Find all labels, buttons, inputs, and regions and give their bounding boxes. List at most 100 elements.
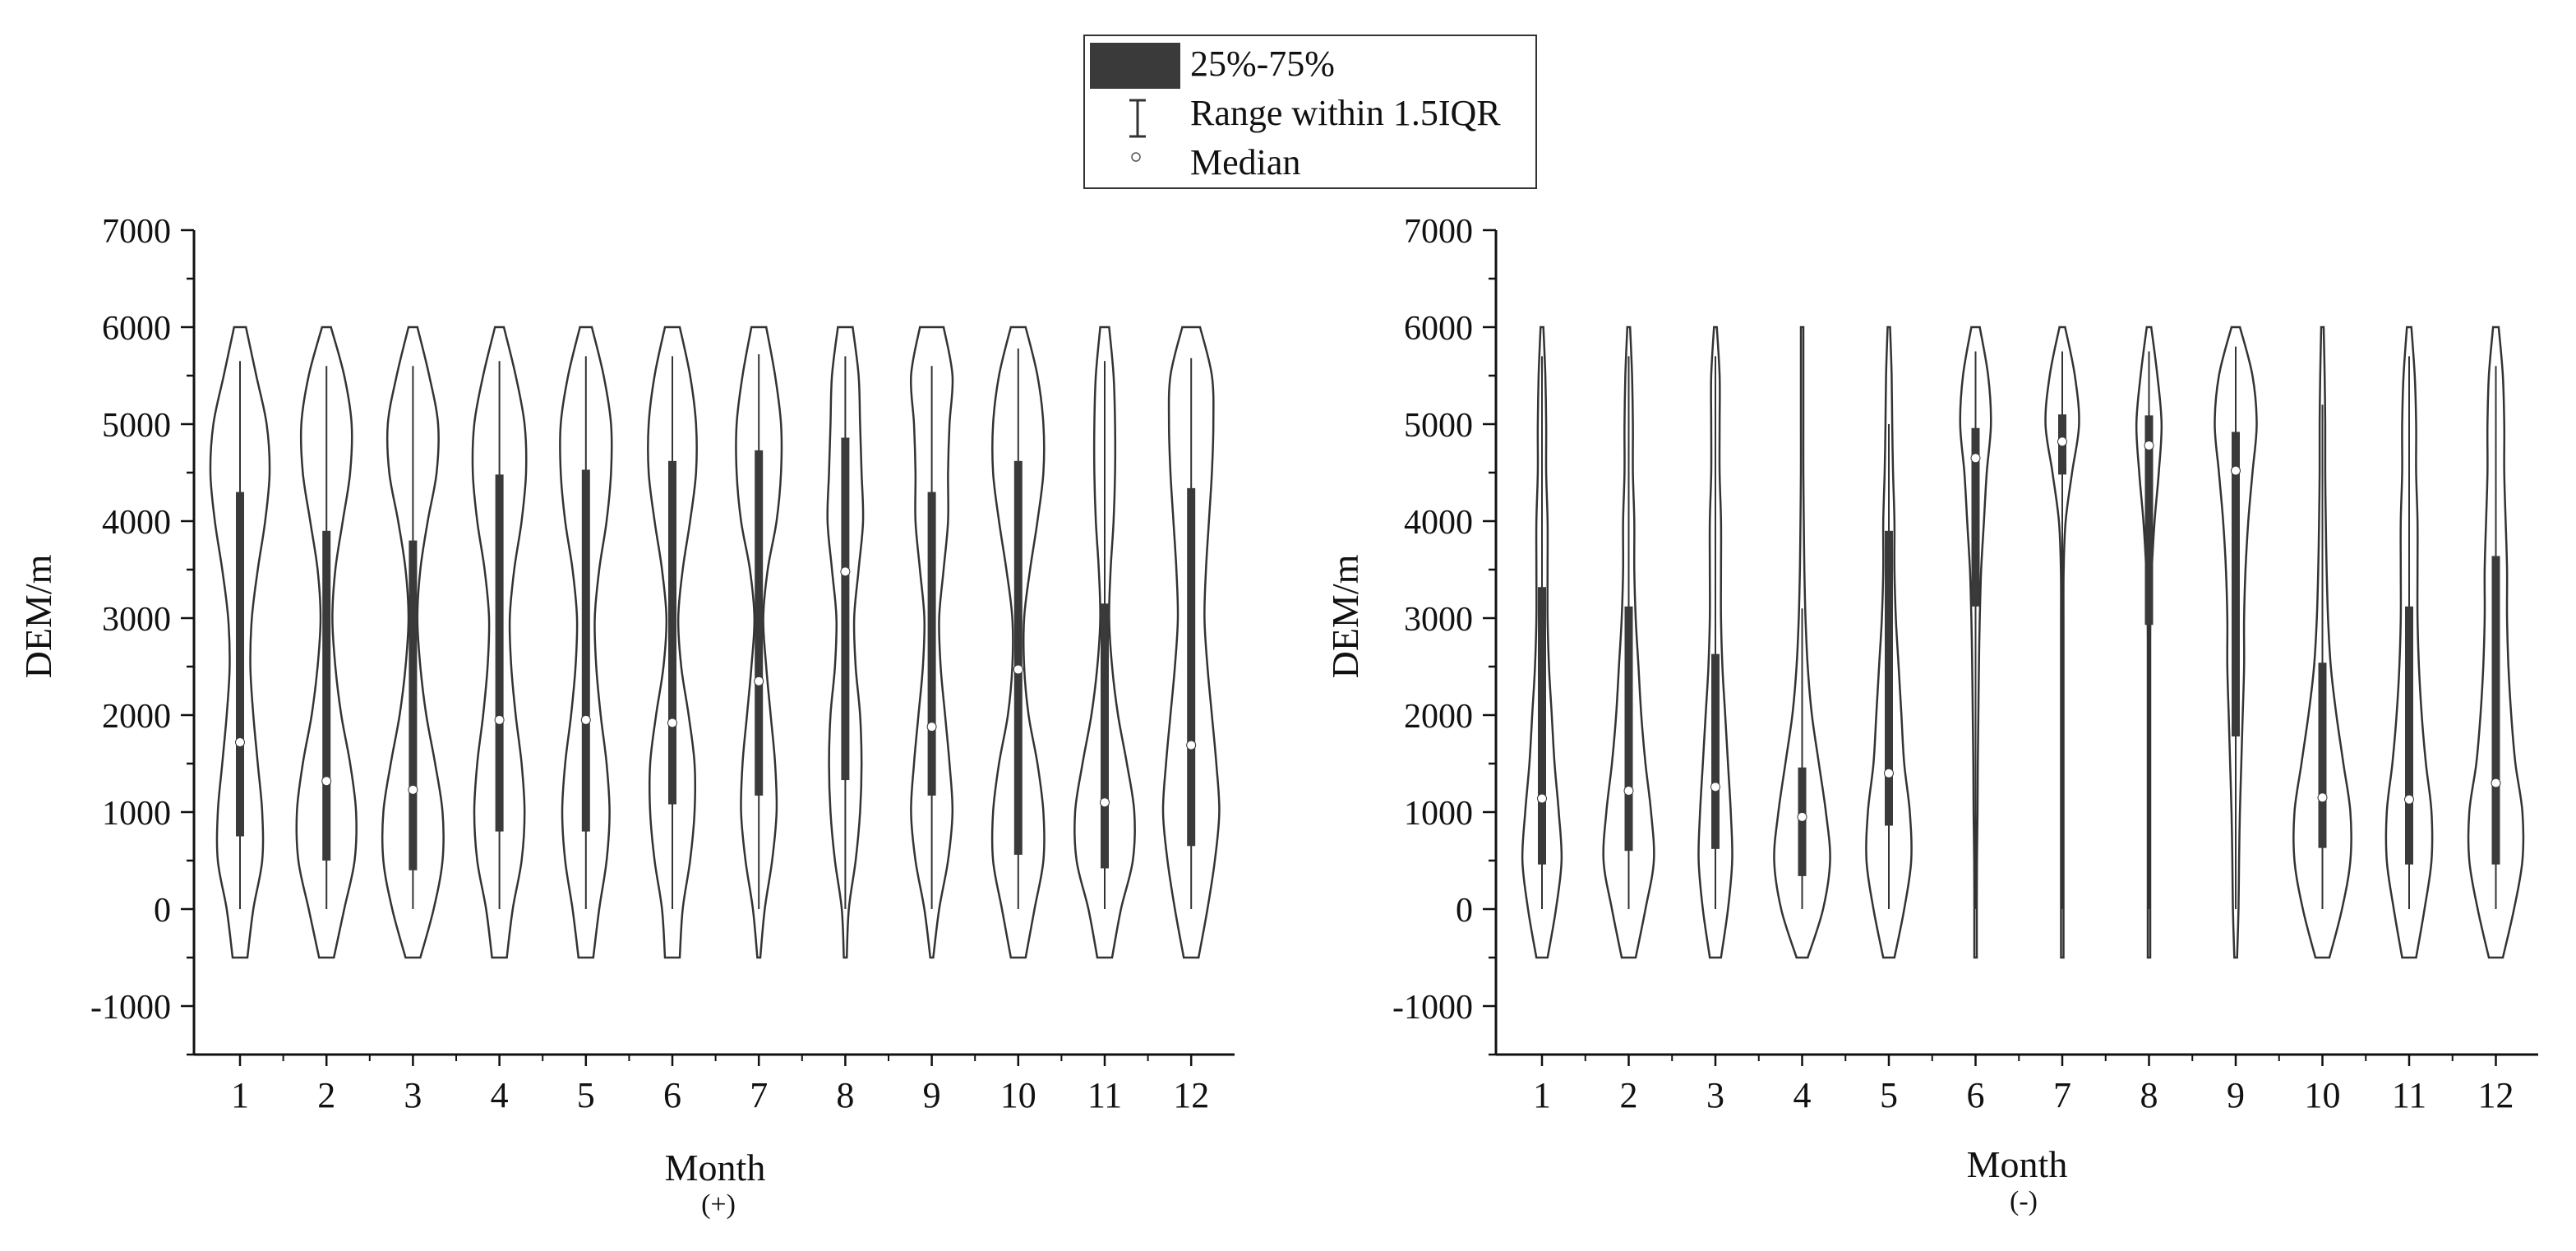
median-point-2 <box>321 776 332 787</box>
iqr-box-5 <box>581 469 590 832</box>
iqr-box-8 <box>2144 415 2154 626</box>
x-tick-label: 5 <box>1880 1075 1898 1115</box>
y-tick-label: 1000 <box>102 795 171 833</box>
y-tick-label: 7000 <box>102 213 171 251</box>
violin-9 <box>909 325 954 959</box>
median-point-9 <box>926 722 937 732</box>
violin-3 <box>381 325 445 959</box>
y-tick-label: -1000 <box>1392 989 1473 1027</box>
violin-6 <box>647 325 698 959</box>
median-point-12 <box>2491 778 2501 788</box>
median-point-7 <box>754 676 764 686</box>
panel-subtitle: (-) <box>2010 1186 2038 1216</box>
median-point-3 <box>1710 782 1720 792</box>
y-tick-label: -1000 <box>90 989 171 1027</box>
x-tick-label: 10 <box>1000 1075 1036 1115</box>
violin-8 <box>826 325 865 959</box>
x-tick-label: 6 <box>1967 1075 1985 1115</box>
whisker-icon <box>1129 99 1146 138</box>
median-point-1 <box>1537 793 1547 804</box>
x-tick-label: 1 <box>231 1075 249 1115</box>
violin-10 <box>990 325 1046 959</box>
box-swatch <box>1090 43 1180 89</box>
median-point-10 <box>2317 792 2328 803</box>
y-tick-label: 0 <box>154 892 171 930</box>
violin-7 <box>735 325 783 959</box>
iqr-box-2 <box>322 530 331 861</box>
median-point-12 <box>1186 740 1197 750</box>
x-tick-label: 2 <box>1620 1075 1638 1115</box>
x-tick-label: 8 <box>2140 1075 2158 1115</box>
iqr-box-1 <box>236 492 244 837</box>
y-tick-label: 7000 <box>1404 213 1473 251</box>
x-tick-label: 12 <box>2478 1075 2514 1115</box>
median-point-2 <box>1623 786 1634 796</box>
x-tick-label: 9 <box>923 1075 941 1115</box>
median-point-4 <box>1797 811 1807 822</box>
y-axis-title: DEM/m <box>17 554 59 678</box>
x-tick-label: 1 <box>1533 1075 1551 1115</box>
iqr-box-6 <box>1971 427 1980 607</box>
iqr-box-10 <box>2318 662 2327 848</box>
legend-label-median: Median <box>1190 142 1301 182</box>
legend-item-median: Median <box>1085 138 1535 186</box>
median-point-5 <box>1884 768 1894 778</box>
median-point-9 <box>2231 465 2241 476</box>
violin-4 <box>1773 325 1831 959</box>
violin-5 <box>1865 325 1913 959</box>
y-tick-label: 0 <box>1456 892 1473 930</box>
y-tick-label: 2000 <box>102 698 171 736</box>
median-point-7 <box>2057 436 2067 447</box>
x-tick-label: 7 <box>2053 1075 2071 1115</box>
iqr-box-3 <box>409 540 418 870</box>
iqr-box-9 <box>2232 432 2240 736</box>
violin-8 <box>2135 325 2163 959</box>
legend-item-box: 25%-75% <box>1085 39 1535 89</box>
x-axis-title: Month <box>1967 1143 2068 1185</box>
iqr-box-7 <box>755 450 764 796</box>
iqr-box-5 <box>1885 530 1893 826</box>
median-point-11 <box>2404 794 2414 805</box>
violin-12 <box>2467 325 2525 959</box>
x-tick-label: 6 <box>663 1075 681 1115</box>
median-point-3 <box>408 784 418 795</box>
violin-1 <box>1521 325 1563 959</box>
median-point-6 <box>1970 453 1981 464</box>
legend-label-whisker: Range within 1.5IQR <box>1190 93 1501 133</box>
y-tick-label: 5000 <box>102 407 171 445</box>
iqr-box-2 <box>1624 606 1633 852</box>
iqr-box-9 <box>927 492 936 796</box>
violin-6 <box>1959 325 1992 959</box>
median-point-10 <box>1013 664 1023 675</box>
median-point-5 <box>580 714 591 725</box>
y-tick-label: 1000 <box>1404 795 1473 833</box>
y-tick-label: 4000 <box>102 504 171 542</box>
violin-9 <box>2214 325 2258 959</box>
x-tick-label: 2 <box>317 1075 335 1115</box>
median-point-8 <box>840 566 851 577</box>
x-tick-label: 11 <box>1087 1075 1122 1115</box>
violin-7 <box>2044 325 2080 959</box>
x-tick-label: 10 <box>2305 1075 2341 1115</box>
y-tick-label: 6000 <box>1404 310 1473 348</box>
chart-panel-negative: DEM/m Month (-) -1000 0 1000 2000 3000 4000 50… <box>1324 213 2538 1216</box>
y-axis-title: DEM/m <box>1324 554 1366 678</box>
legend-item-whisker: Range within 1.5IQR <box>1085 89 1535 138</box>
iqr-box-12 <box>2491 556 2500 865</box>
x-tick-label: 8 <box>836 1075 854 1115</box>
y-tick-label: 2000 <box>1404 698 1473 736</box>
x-axis-title: Month <box>665 1147 766 1189</box>
x-tick-label: 4 <box>1794 1075 1812 1115</box>
violin-11 <box>1073 325 1136 959</box>
median-circle-icon <box>1131 152 1141 162</box>
panel-subtitle: (+) <box>701 1189 736 1220</box>
median-point-11 <box>1100 797 1110 808</box>
y-tick-label: 3000 <box>1404 601 1473 639</box>
y-tick-label: 3000 <box>102 601 171 639</box>
violin-2 <box>295 325 358 959</box>
x-tick-label: 3 <box>404 1075 422 1115</box>
iqr-box-4 <box>495 474 504 832</box>
median-point-6 <box>667 718 677 728</box>
x-tick-label: 3 <box>1706 1075 1724 1115</box>
